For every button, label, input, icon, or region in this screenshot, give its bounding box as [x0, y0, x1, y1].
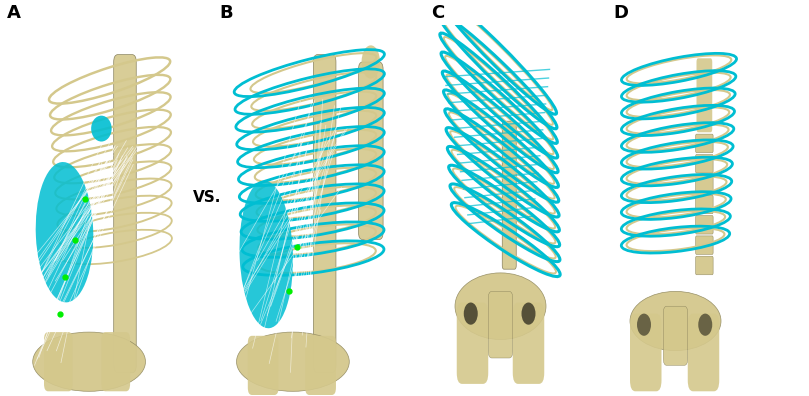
Ellipse shape [362, 46, 380, 79]
FancyBboxPatch shape [696, 236, 713, 254]
FancyBboxPatch shape [696, 175, 713, 193]
Ellipse shape [455, 273, 546, 339]
Ellipse shape [630, 291, 721, 350]
FancyBboxPatch shape [305, 336, 336, 395]
FancyBboxPatch shape [696, 154, 713, 173]
Ellipse shape [236, 332, 349, 391]
FancyBboxPatch shape [696, 195, 713, 214]
FancyBboxPatch shape [696, 134, 713, 152]
FancyBboxPatch shape [358, 62, 383, 240]
FancyBboxPatch shape [248, 336, 278, 395]
Ellipse shape [91, 116, 112, 141]
FancyBboxPatch shape [696, 256, 713, 275]
Text: A: A [7, 4, 21, 22]
FancyBboxPatch shape [114, 55, 136, 373]
Ellipse shape [522, 303, 536, 325]
FancyBboxPatch shape [101, 332, 130, 391]
FancyBboxPatch shape [44, 332, 73, 391]
Ellipse shape [32, 332, 146, 391]
Ellipse shape [698, 314, 712, 336]
Ellipse shape [36, 162, 93, 303]
FancyBboxPatch shape [313, 55, 336, 373]
Text: C: C [431, 4, 444, 22]
FancyBboxPatch shape [457, 303, 489, 384]
Ellipse shape [464, 303, 478, 325]
Text: D: D [613, 4, 628, 22]
FancyBboxPatch shape [697, 58, 712, 132]
Text: B: B [219, 4, 233, 22]
FancyBboxPatch shape [688, 314, 719, 391]
FancyBboxPatch shape [489, 291, 513, 358]
Ellipse shape [637, 314, 651, 336]
FancyBboxPatch shape [696, 215, 713, 234]
FancyBboxPatch shape [663, 306, 688, 366]
FancyBboxPatch shape [630, 314, 662, 391]
FancyBboxPatch shape [502, 121, 516, 269]
Ellipse shape [239, 181, 293, 328]
Text: VS.: VS. [193, 190, 222, 206]
FancyBboxPatch shape [513, 303, 544, 384]
